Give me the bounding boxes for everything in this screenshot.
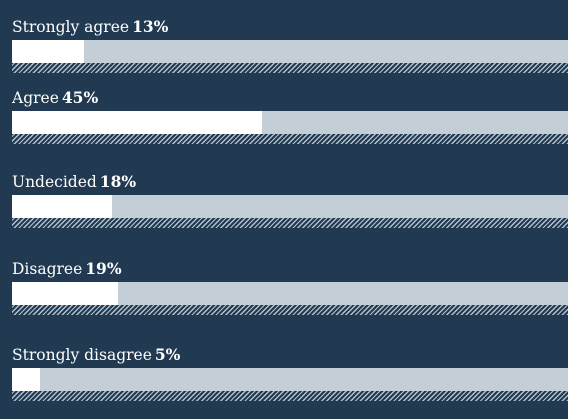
bar-fill xyxy=(12,282,118,305)
bar-label: Strongly disagree 5% xyxy=(12,341,180,375)
bar-label: Undecided 18% xyxy=(12,168,136,202)
bar-row: Strongly disagree 5% xyxy=(12,341,568,419)
bar-row: Strongly agree 13% xyxy=(12,13,568,91)
bar-hatch xyxy=(12,63,568,73)
category-label: Agree xyxy=(12,89,59,107)
bar-track xyxy=(12,195,568,218)
likert-bar-chart: Strongly agree 13% Agree 45% Undecided 18% Dis… xyxy=(12,13,568,401)
bar-track xyxy=(12,282,568,305)
bar-fill xyxy=(12,40,85,63)
bar-label: Agree 45% xyxy=(12,84,98,118)
bar-fill xyxy=(12,195,113,218)
bar-label: Disagree 19% xyxy=(12,255,122,289)
bar-row: Disagree 19% xyxy=(12,255,568,333)
bar-track xyxy=(12,111,568,134)
bar-fill xyxy=(12,368,40,391)
value-label: 19% xyxy=(85,259,122,278)
bar-hatch xyxy=(12,391,568,401)
value-label: 45% xyxy=(61,88,99,107)
bar-track xyxy=(12,368,568,391)
bar-fill xyxy=(12,111,263,134)
category-label: Strongly agree xyxy=(12,18,130,36)
category-label: Strongly disagree xyxy=(12,346,152,364)
category-label: Undecided xyxy=(12,173,97,191)
bar-track xyxy=(12,40,568,63)
bar-hatch xyxy=(12,134,568,144)
bar-hatch xyxy=(12,305,568,315)
bar-hatch xyxy=(12,218,568,228)
value-label: 18% xyxy=(99,172,137,191)
category-label: Disagree xyxy=(12,260,83,278)
value-label: 5% xyxy=(154,345,181,364)
bar-row: Agree 45% xyxy=(12,84,568,162)
bar-label: Strongly agree 13% xyxy=(12,13,168,47)
value-label: 13% xyxy=(132,17,169,36)
bar-row: Undecided 18% xyxy=(12,168,568,246)
